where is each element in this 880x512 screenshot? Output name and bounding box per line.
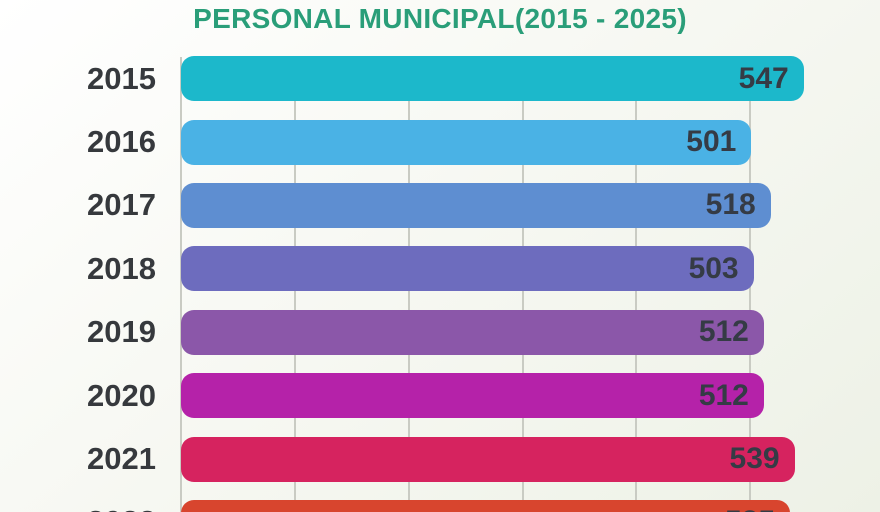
chart-row-2016: 2016 501 — [0, 110, 880, 173]
year-label: 2015 — [87, 60, 156, 96]
year-label: 2018 — [87, 250, 156, 286]
value-label: 535 — [725, 507, 775, 512]
year-label: 2017 — [87, 187, 156, 223]
chart-row-2021: 2021 539 — [0, 427, 880, 490]
bar-track: 503 — [181, 246, 880, 292]
bar-track: 539 — [181, 436, 880, 482]
bar-2021: 539 — [181, 436, 795, 482]
chart-row-2020: 2020 512 — [0, 364, 880, 427]
y-axis-line — [180, 57, 182, 512]
bar-2018: 503 — [181, 246, 754, 292]
chart-row-2017: 2017 518 — [0, 174, 880, 237]
value-label: 539 — [729, 442, 780, 476]
chart-row-2022: 2022 535 — [0, 491, 880, 512]
bar-track: 535 — [181, 499, 880, 512]
chart-row-2018: 2018 503 — [0, 237, 880, 300]
bar-track: 518 — [181, 182, 880, 228]
bar-2016: 501 — [181, 119, 752, 165]
bar-2022: 535 — [181, 499, 791, 512]
bar-chart: 2015 547 2016 501 2017 518 2018 503 2019 512 2020 5… — [0, 47, 880, 512]
bar-track: 547 — [181, 56, 880, 102]
bar-2019: 512 — [181, 309, 764, 355]
value-label: 547 — [738, 61, 789, 95]
year-label: 2020 — [87, 377, 156, 413]
value-label: 518 — [705, 188, 756, 222]
bar-2017: 518 — [181, 182, 771, 228]
bar-track: 512 — [181, 309, 880, 355]
value-label: 512 — [698, 315, 749, 349]
chart-title: PERSONAL MUNICIPAL(2015 - 2025) — [193, 3, 687, 34]
bar-2020: 512 — [181, 373, 764, 419]
chart-row-2019: 2019 512 — [0, 301, 880, 364]
value-label: 501 — [686, 125, 737, 159]
year-label: 2016 — [87, 124, 156, 160]
year-label: 2021 — [87, 441, 156, 477]
bar-track: 512 — [181, 373, 880, 419]
value-label: 512 — [698, 378, 749, 412]
year-label: 2022 — [0, 504, 181, 512]
bar-track: 501 — [181, 119, 880, 165]
year-label: 2019 — [87, 314, 156, 350]
bar-2015: 547 — [181, 56, 804, 102]
value-label: 503 — [688, 251, 739, 285]
chart-row-2015: 2015 547 — [0, 47, 880, 110]
